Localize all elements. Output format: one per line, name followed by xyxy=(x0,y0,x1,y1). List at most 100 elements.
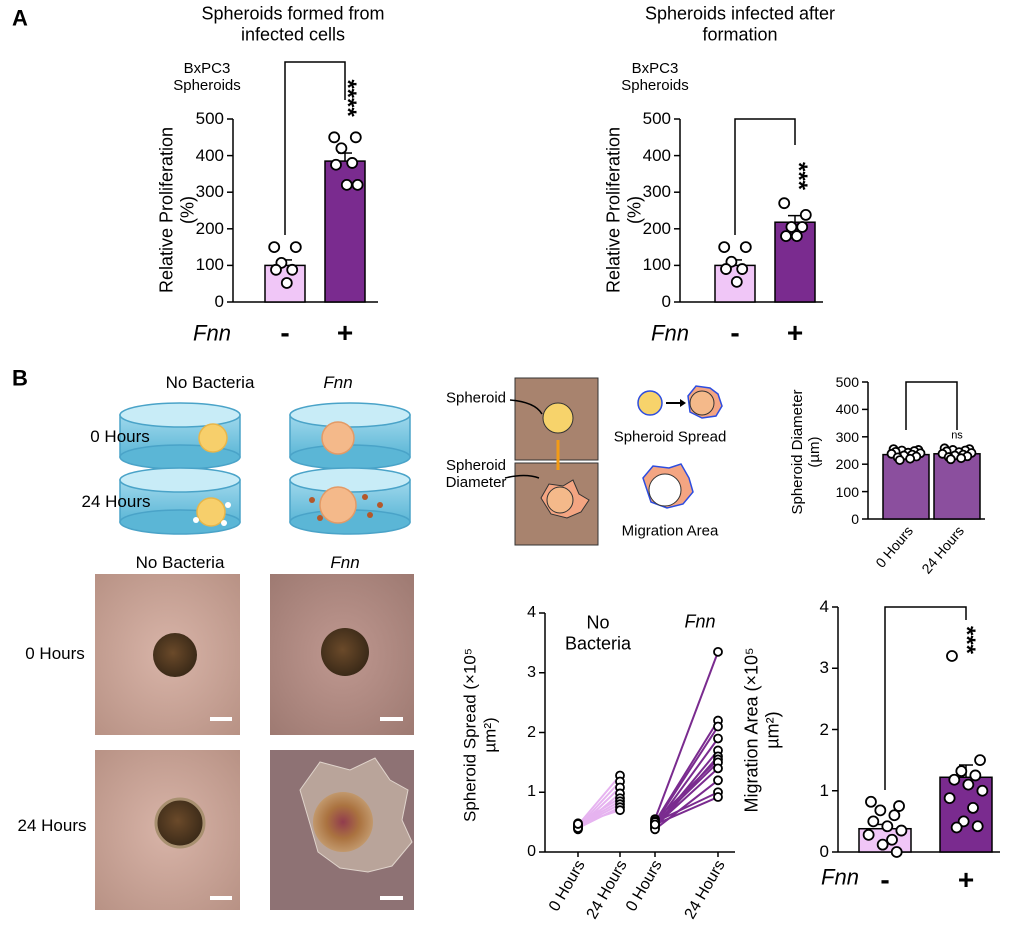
data-point xyxy=(955,765,968,778)
data-point xyxy=(730,275,743,288)
data-point xyxy=(778,197,791,210)
y-tick-label: 0 xyxy=(661,292,671,312)
schematic-label: Spheroid Spread xyxy=(613,428,727,446)
x-tick-label: + xyxy=(336,316,354,348)
y-axis-label: Spheroid Diameter (µm) xyxy=(788,389,823,515)
paired-line xyxy=(577,797,621,825)
data-point xyxy=(713,721,723,732)
row-label: 0 Hours xyxy=(90,427,150,447)
data-point xyxy=(280,277,293,289)
data-point xyxy=(976,784,989,797)
significance-bracket xyxy=(884,606,967,790)
data-point xyxy=(881,820,894,833)
x-tick-label: - xyxy=(730,316,740,348)
data-point xyxy=(867,815,880,828)
paired-line xyxy=(654,725,719,824)
y-tick-label: 0 xyxy=(527,842,536,860)
panel-label: B xyxy=(12,365,28,391)
y-tick-label: 3 xyxy=(527,663,536,681)
y-tick-label: 4 xyxy=(527,603,536,621)
row-label: 24 Hours xyxy=(81,492,151,512)
data-point xyxy=(874,804,887,817)
data-point xyxy=(330,158,342,171)
chart-title: Spheroids infected after formation xyxy=(644,3,836,44)
y-tick-label: 300 xyxy=(835,428,859,445)
data-point xyxy=(890,846,903,858)
paired-line xyxy=(577,809,621,825)
data-point xyxy=(289,241,302,254)
data-point xyxy=(615,805,625,816)
significance: *** xyxy=(784,161,812,191)
data-point xyxy=(335,142,348,155)
data-point xyxy=(865,795,877,808)
paired-line xyxy=(654,720,719,823)
paired-line xyxy=(654,761,719,825)
data-point xyxy=(796,221,809,233)
bar xyxy=(933,453,981,520)
significance: ns xyxy=(951,429,963,442)
data-point xyxy=(905,453,916,464)
panel-label: A xyxy=(12,5,28,31)
data-point xyxy=(956,453,967,464)
y-tick-label: 500 xyxy=(642,109,671,129)
column-label: Fnn xyxy=(323,373,353,393)
data-point xyxy=(720,263,732,275)
y-tick-label: 2 xyxy=(819,719,829,739)
y-tick-label: 200 xyxy=(195,219,224,239)
data-point xyxy=(969,769,982,782)
data-point xyxy=(718,241,731,254)
y-tick-label: 100 xyxy=(195,255,224,275)
y-tick-label: 4 xyxy=(819,597,829,617)
data-point xyxy=(945,454,956,465)
data-point xyxy=(351,178,364,191)
chart-title: Spheroids formed from infected cells xyxy=(201,3,385,44)
schematic-label: Spheroid xyxy=(445,389,507,407)
y-tick-label: 200 xyxy=(835,456,859,473)
y-tick-label: 500 xyxy=(195,109,224,129)
y-tick-label: 200 xyxy=(642,219,671,239)
y-tick-label: 1 xyxy=(819,780,829,800)
data-point xyxy=(893,800,905,812)
y-tick-label: 100 xyxy=(642,255,671,275)
y-tick-label: 0 xyxy=(851,510,859,527)
significance-bracket xyxy=(734,118,796,235)
data-point xyxy=(328,131,341,144)
y-tick-label: 0 xyxy=(819,842,829,862)
y-tick-label: 400 xyxy=(195,145,224,165)
x-axis-label: Fnn xyxy=(193,320,231,346)
significance: **** xyxy=(333,79,361,117)
data-point xyxy=(974,754,986,767)
y-axis-label: Spheroid Spread (×10⁵ µm²) xyxy=(460,648,499,822)
data-point xyxy=(886,833,898,846)
data-point xyxy=(967,802,979,814)
significance-bracket xyxy=(905,381,958,430)
data-point xyxy=(943,792,956,804)
schematic-label: Migration Area xyxy=(621,522,719,540)
group-label: Fnn xyxy=(684,611,716,632)
data-point xyxy=(971,820,984,833)
y-tick-label: 100 xyxy=(835,483,859,500)
column-label: No Bacteria xyxy=(135,553,225,573)
x-axis-label: Fnn xyxy=(821,864,859,890)
y-tick-label: 2 xyxy=(527,723,536,741)
significance: *** xyxy=(952,625,980,655)
x-tick-label: + xyxy=(957,863,975,895)
data-point xyxy=(713,733,723,744)
y-tick-label: 3 xyxy=(819,658,829,678)
data-point xyxy=(573,819,583,829)
data-point xyxy=(346,157,359,169)
y-tick-label: 400 xyxy=(642,145,671,165)
bar xyxy=(882,453,930,520)
y-axis-label: Relative Proliferation (%) xyxy=(156,126,197,294)
x-axis-label: Fnn xyxy=(651,320,689,346)
wells xyxy=(119,402,411,535)
y-tick-label: 500 xyxy=(835,373,859,390)
schematic-label: Spheroid Diameter xyxy=(445,456,507,491)
paired-line xyxy=(654,651,719,820)
data-point xyxy=(895,824,908,837)
y-tick-label: 0 xyxy=(214,292,224,312)
data-point xyxy=(950,821,963,834)
paired-line xyxy=(654,796,719,826)
